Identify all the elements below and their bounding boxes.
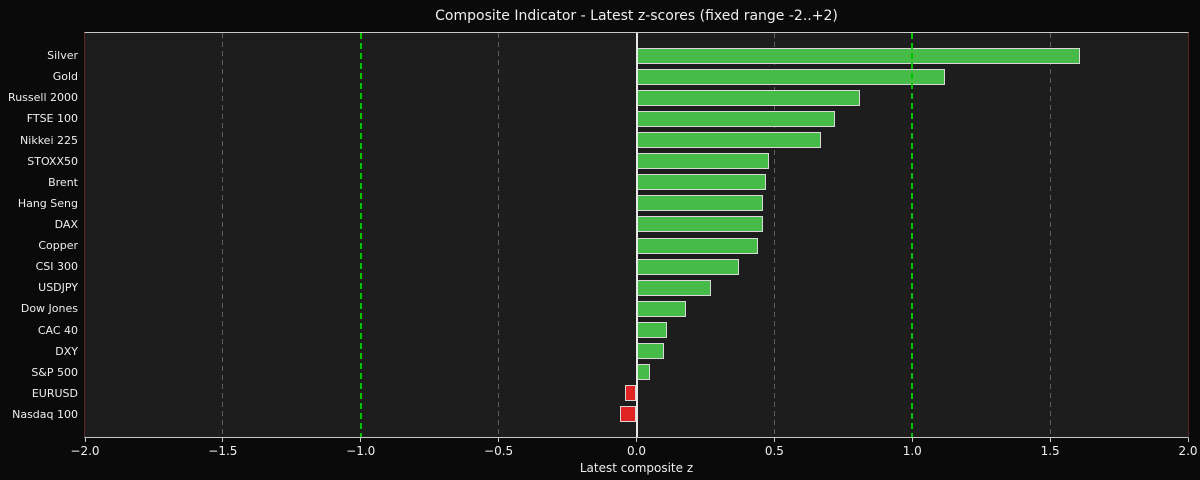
y-tick-label: Russell 2000 — [8, 91, 78, 105]
y-tick-label: Nasdaq 100 — [12, 407, 78, 421]
bar — [636, 279, 711, 296]
y-tick-label: Silver — [47, 49, 78, 63]
threshold-line — [359, 33, 362, 437]
x-tick-mark — [911, 438, 913, 442]
bar — [636, 153, 769, 170]
x-tick-label: 2.0 — [1178, 444, 1198, 458]
y-tick-label: DAX — [54, 217, 78, 231]
bar — [636, 343, 665, 360]
threshold-line — [911, 33, 914, 437]
bar — [636, 216, 764, 233]
y-tick-label: Hang Seng — [17, 196, 78, 210]
bar — [636, 322, 667, 338]
gridline — [1049, 33, 1051, 437]
y-tick-label: Nikkei 225 — [20, 133, 78, 147]
bar — [636, 300, 687, 317]
y-tick-label: Copper — [38, 239, 78, 253]
gridline — [222, 33, 224, 437]
x-tick-label: −1.0 — [346, 444, 376, 458]
bar — [636, 47, 1081, 64]
y-tick-label: CSI 300 — [35, 260, 78, 274]
x-tick-label: 0.5 — [764, 444, 784, 458]
x-tick-mark — [360, 438, 362, 442]
plot-inner — [85, 33, 1188, 437]
y-tick-label: USDJPY — [38, 281, 78, 295]
x-tick-mark — [498, 438, 500, 442]
x-tick-mark — [222, 438, 224, 442]
bar — [636, 195, 764, 212]
x-tick-mark — [1049, 438, 1051, 442]
plot-area — [84, 32, 1189, 438]
x-tick-label: 1.0 — [902, 444, 922, 458]
y-tick-label: CAC 40 — [37, 323, 78, 337]
bar — [636, 68, 946, 85]
bar — [636, 237, 758, 254]
bar — [636, 89, 860, 106]
y-tick-label: S&P 500 — [31, 365, 78, 379]
zero-line — [635, 33, 638, 437]
bar — [636, 364, 651, 381]
bar — [636, 132, 822, 148]
y-tick-label: DXY — [55, 344, 78, 358]
bar — [636, 258, 739, 275]
chart-title: Composite Indicator - Latest z-scores (f… — [435, 8, 838, 24]
x-tick-label: −2.0 — [70, 444, 100, 458]
y-tick-label: Brent — [48, 175, 78, 189]
x-tick-mark — [636, 438, 637, 442]
y-tick-label: Dow Jones — [20, 302, 78, 316]
x-tick-label: 0.0 — [626, 444, 647, 458]
gridline — [498, 33, 500, 437]
x-tick-mark — [84, 438, 86, 442]
x-tick-label: 1.5 — [1040, 444, 1060, 458]
x-tick-label: −1.5 — [208, 444, 238, 458]
y-tick-label: Gold — [52, 70, 78, 84]
y-tick-label: STOXX50 — [27, 154, 78, 168]
bar — [619, 406, 637, 423]
x-axis-label: Latest composite z — [579, 461, 694, 475]
y-tick-label: EURUSD — [31, 386, 78, 400]
bar — [636, 110, 836, 127]
x-tick-mark — [773, 438, 775, 442]
gridline — [773, 33, 775, 437]
y-tick-label: FTSE 100 — [26, 112, 78, 126]
x-tick-label: −0.5 — [484, 444, 514, 458]
bar — [636, 174, 767, 191]
x-tick-mark — [1187, 438, 1189, 442]
